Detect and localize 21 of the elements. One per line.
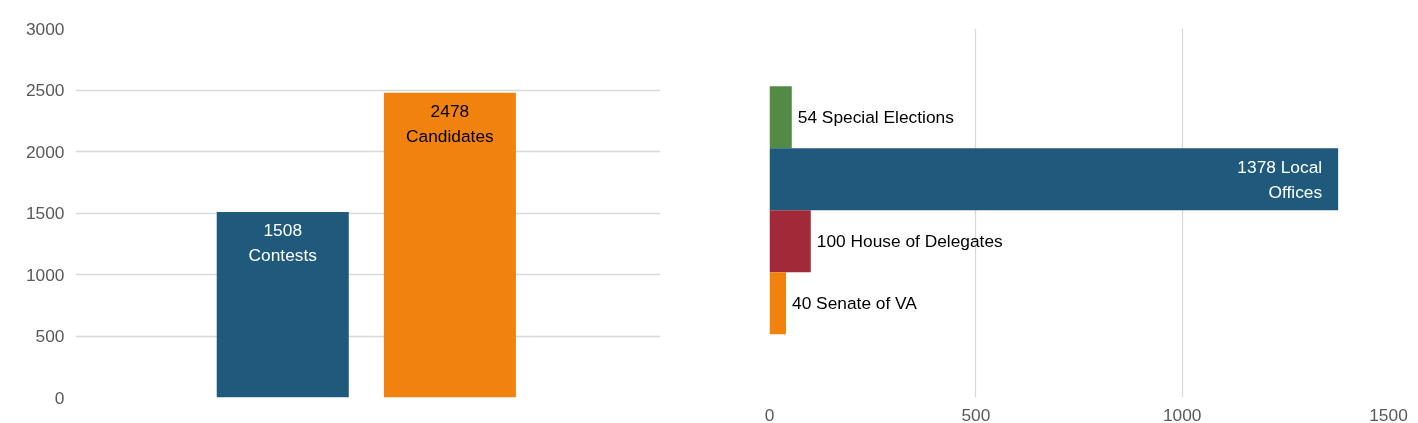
y-tick-label: 3000 (25, 18, 65, 39)
bar (769, 86, 792, 149)
y-tick-label: 2000 (25, 141, 65, 162)
x-tick-label: 500 (961, 404, 991, 423)
x-tick-label: 1000 (1162, 404, 1202, 423)
bar (769, 148, 1339, 211)
data-label: 54 Special Elections (797, 107, 955, 128)
data-label: 100 House of Delegates (816, 231, 1004, 252)
bar (769, 210, 811, 273)
y-tick-label: 1000 (25, 264, 65, 285)
data-label: 1508 Contests (248, 220, 318, 266)
x-tick-label: 0 (764, 404, 775, 423)
y-tick-label: 2500 (25, 80, 65, 100)
x-tick-label: 1500 (1369, 404, 1408, 423)
y-tick-label: 1500 (25, 203, 65, 223)
data-label: 1378 Local Offices (1237, 156, 1323, 202)
data-label: 2478 Candidates (406, 100, 495, 146)
data-label: 40 Senate of VA (792, 293, 918, 314)
bar (769, 272, 787, 335)
y-tick-label: 500 (35, 326, 65, 346)
y-tick-label: 0 (54, 387, 65, 408)
